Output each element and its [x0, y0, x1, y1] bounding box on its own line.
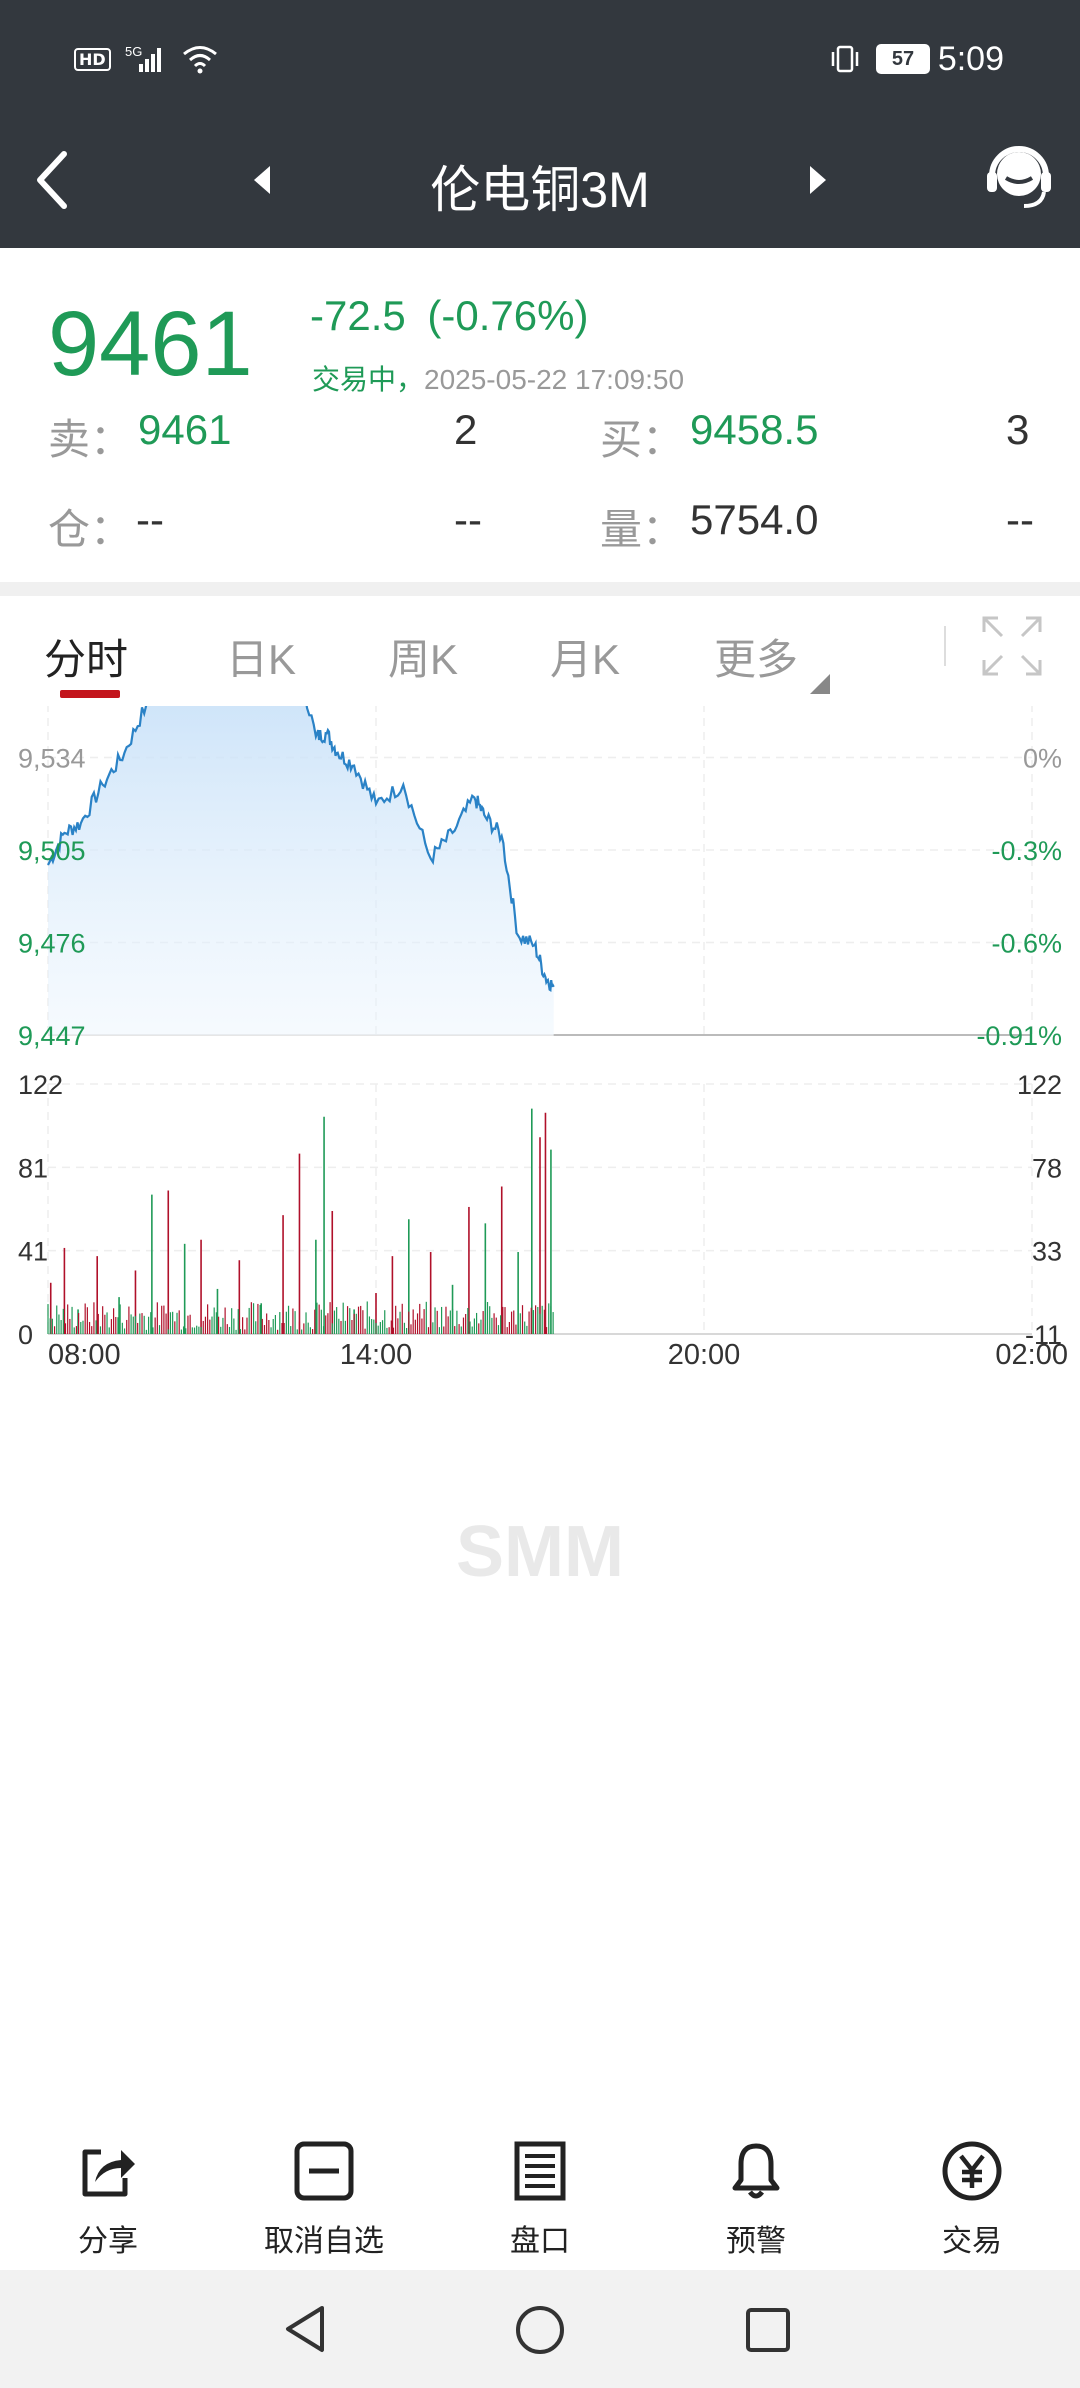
sell-qty: 2	[454, 406, 478, 453]
volume-value: 5754.0	[690, 496, 819, 543]
trading-status-line: 交易中，2025-05-22 17:09:50	[312, 358, 684, 398]
volume-axis-label: 41	[18, 1237, 48, 1267]
more-dropdown-icon	[810, 674, 830, 694]
chart-tabs: 分时 日K 周K 月K 更多	[0, 596, 1080, 706]
share-label: 分享	[78, 2225, 138, 2258]
volume-axis-label: 122	[18, 1070, 63, 1100]
svg-text:5G: 5G	[125, 44, 142, 59]
customer-service-icon[interactable]	[986, 142, 1052, 212]
order-book-label: 盘口	[510, 2225, 570, 2258]
percent-axis-label: -0.6%	[991, 929, 1062, 959]
yen-icon	[942, 2141, 1002, 2201]
status-icons-left: HD 5G	[74, 44, 219, 74]
price-axis-label: 9,447	[18, 1021, 86, 1051]
last-price: 9461	[48, 293, 253, 395]
price-axis-label: 9,476	[18, 929, 86, 959]
change-percent: (-0.76%)	[427, 292, 589, 339]
buy-label: 买：	[600, 416, 685, 463]
volume-axis-label-right: 78	[1032, 1153, 1062, 1183]
tab-daily-k[interactable]: 日K	[226, 636, 297, 683]
remove-watchlist-icon	[294, 2141, 354, 2201]
order-book-button[interactable]: 盘口	[460, 2140, 620, 2260]
quote-panel: 9461 -72.5 (-0.76%) 交易中，2025-05-22 17:09…	[0, 248, 1080, 582]
volume-axis-label: 81	[18, 1153, 48, 1183]
tab-weekly-k[interactable]: 周K	[388, 636, 459, 683]
volume-axis-label-right: 122	[1017, 1070, 1062, 1100]
status-icons-right: 57	[828, 44, 930, 74]
system-back-icon[interactable]	[282, 2304, 332, 2354]
tab-separator	[944, 626, 946, 666]
wifi-icon	[182, 46, 217, 74]
price-axis-label: 9,505	[18, 836, 86, 866]
percent-axis-label: -0.3%	[991, 836, 1062, 866]
next-contract-icon[interactable]	[806, 164, 830, 196]
active-tab-indicator	[60, 690, 120, 698]
position-value: --	[136, 496, 164, 543]
time-axis-label: 08:00	[48, 1339, 121, 1371]
system-recents-icon[interactable]	[744, 2306, 792, 2354]
volume-axis-label-right: 33	[1032, 1237, 1062, 1267]
fullscreen-icon[interactable]	[980, 614, 1044, 678]
percent-axis-label: -0.91%	[976, 1021, 1062, 1051]
alert-label: 预警	[726, 2225, 786, 2258]
clock: 5:09	[937, 40, 1004, 78]
section-divider	[0, 582, 1080, 596]
tab-intraday[interactable]: 分时	[44, 636, 129, 683]
5g-signal-icon: 5G	[125, 44, 161, 72]
price-axis-label: 9,534	[18, 744, 86, 774]
axis-labels: 9,6209,5919,5629,5349,5059,4769,4470.91%…	[18, 744, 1068, 1372]
share-icon	[82, 2149, 135, 2197]
volume-label: 量：	[600, 506, 685, 553]
tab-monthly-k[interactable]: 月K	[550, 636, 621, 683]
quote-datetime: 2025-05-22 17:09:50	[424, 364, 685, 395]
price-line	[47, 706, 555, 992]
buy-price: 9458.5	[690, 406, 819, 453]
status-bar: HD 5G 57 5:09	[0, 0, 1080, 120]
share-button[interactable]: 分享	[28, 2140, 188, 2260]
remove-watchlist-label: 取消自选	[264, 2225, 384, 2258]
hd-icon: HD	[74, 47, 111, 71]
volume-bars	[47, 1108, 554, 1334]
tab-more[interactable]: 更多	[714, 636, 799, 683]
change-value: -72.5	[310, 292, 406, 339]
price-change: -72.5 (-0.76%)	[310, 292, 588, 340]
prev-contract-icon[interactable]	[250, 164, 274, 196]
time-axis-label: 14:00	[340, 1339, 413, 1371]
position-label: 仓：	[48, 506, 133, 553]
trade-button[interactable]: 交易	[892, 2140, 1052, 2260]
volume-axis-label: 0	[18, 1320, 33, 1350]
back-arrow-icon[interactable]	[30, 148, 74, 212]
intraday-chart[interactable]: SMM 9,6209,5919,5629,5349,5059,4769,4470…	[0, 706, 1080, 2086]
vibrate-icon	[831, 45, 859, 73]
page-title: 伦电铜3M	[430, 162, 650, 218]
price-area-fill	[48, 706, 554, 1035]
remove-watchlist-button[interactable]: 取消自选	[244, 2140, 404, 2260]
time-axis-label: 20:00	[668, 1339, 741, 1371]
volume-axis-label-right: -11	[1025, 1320, 1062, 1350]
battery-indicator: 57	[876, 44, 930, 74]
alert-button[interactable]: 预警	[676, 2140, 836, 2260]
trading-status: 交易中，	[312, 364, 425, 395]
trade-label: 交易	[942, 2225, 1002, 2258]
order-book-icon	[514, 2141, 566, 2201]
position-change: --	[454, 496, 482, 543]
system-home-icon[interactable]	[514, 2304, 566, 2356]
title-bar: 伦电铜3M	[0, 120, 1080, 248]
buy-qty: 3	[1006, 406, 1030, 453]
sell-price: 9461	[138, 406, 232, 453]
time-axis-label: 02:00	[995, 1339, 1068, 1371]
volume-change: --	[1006, 496, 1034, 543]
bottom-toolbar: 分享 取消自选 盘口 预警 交易	[0, 2120, 1080, 2270]
smm-watermark: SMM	[456, 1512, 624, 1592]
percent-axis-label: 0%	[1023, 744, 1062, 774]
sell-label: 卖：	[48, 416, 133, 463]
system-navigation-bar	[0, 2270, 1080, 2388]
bell-icon	[732, 2143, 780, 2199]
